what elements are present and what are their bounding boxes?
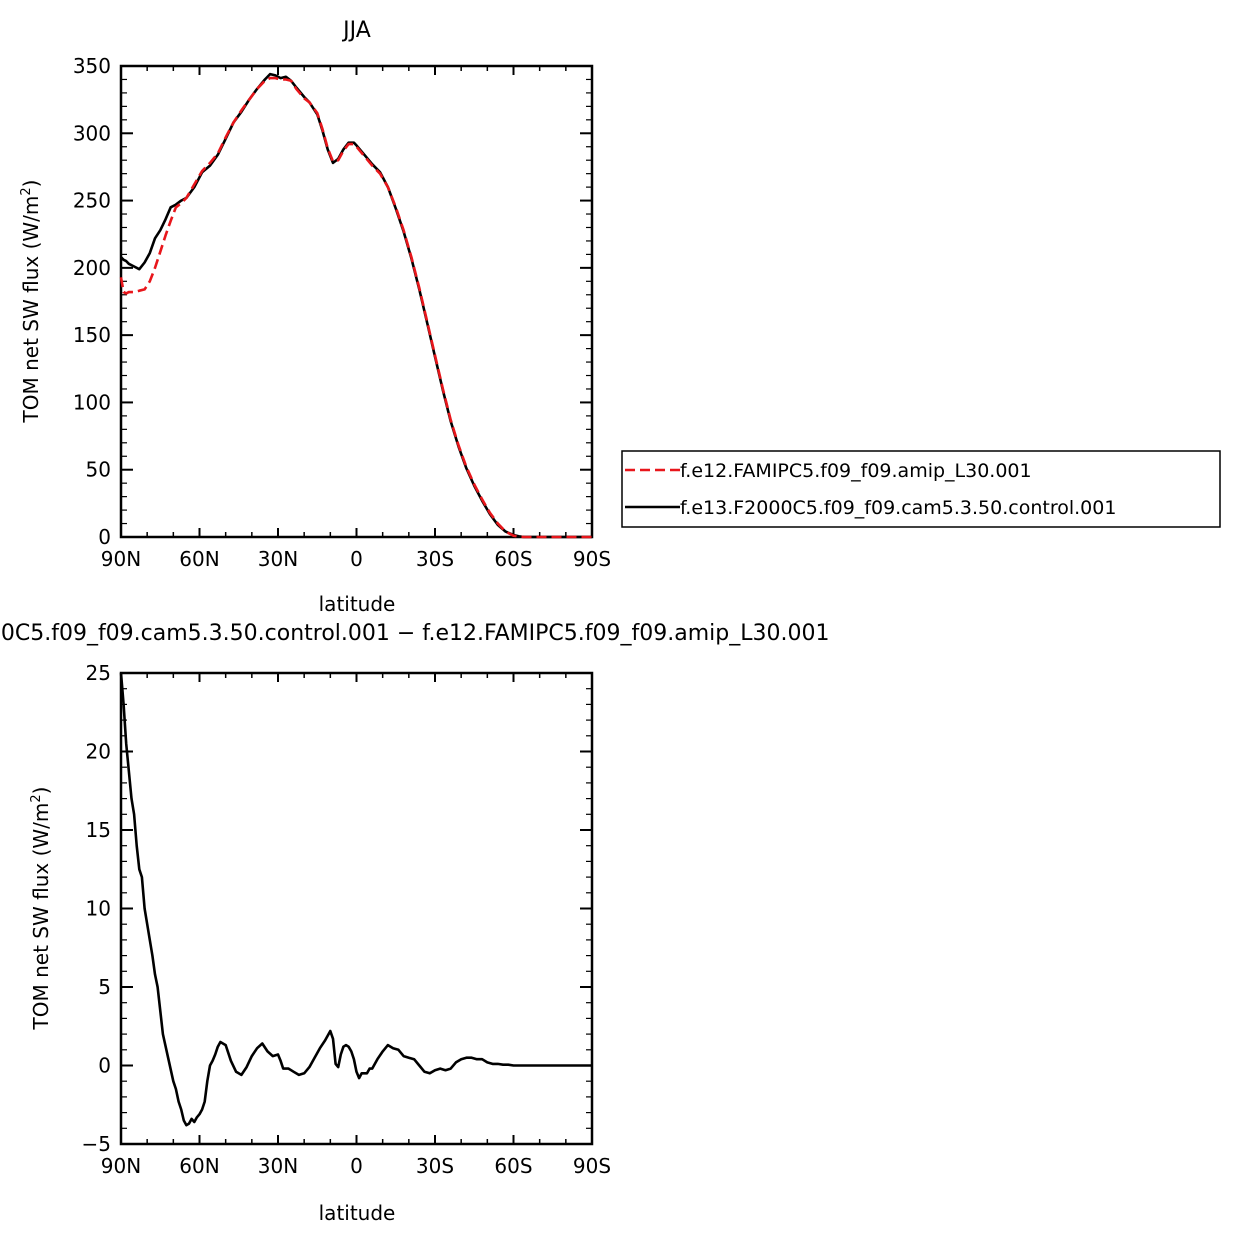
bottom-x-tick-label: 0 <box>350 1154 363 1178</box>
bottom-tick-labels: 90N 60N 30N 0 30S 60S 90S −5 0 5 10 15 20 25 <box>82 661 612 1178</box>
top-x-axis-label: latitude <box>319 592 396 616</box>
bottom-x-tick-label: 30N <box>258 1154 298 1178</box>
bottom-x-tick-label: 30S <box>416 1154 454 1178</box>
bottom-series-group <box>119 672 592 1127</box>
top-y-tick-label: 300 <box>73 121 111 145</box>
legend-box <box>621 450 1221 528</box>
top-panel-title: JJA <box>341 18 371 43</box>
bottom-y-tick-label: 20 <box>86 740 111 764</box>
bottom-x-tick-label: 90N <box>101 1154 141 1178</box>
bottom-panel: f.e13.F2000C5.f09_f09.cam5.3.50.control.… <box>0 621 829 1225</box>
top-ticks <box>120 65 593 538</box>
top-y-tick-label: 250 <box>73 189 111 213</box>
bottom-y-tick-label: 10 <box>86 897 111 921</box>
bottom-y-tick-label: 25 <box>86 661 111 685</box>
bottom-y-tick-label: 15 <box>86 818 111 842</box>
bottom-series-line-0 <box>119 672 592 1127</box>
bottom-y-tick-label: 5 <box>98 975 111 999</box>
top-y-tick-label: 50 <box>86 458 111 482</box>
top-y-tick-label: 200 <box>73 256 111 280</box>
top-y-tick-label: 0 <box>98 525 111 549</box>
bottom-y-axis-label: TOM net SW flux (W/m2) <box>29 787 53 1031</box>
top-x-tick-label: 30N <box>258 547 298 571</box>
legend-label-control: f.e13.F2000C5.f09_f09.cam5.3.50.control.… <box>680 497 1116 519</box>
top-tick-labels: 90N 60N 30N 0 30S 60S 90S 0 50 100 150 200 250 300 350 <box>73 54 611 571</box>
top-x-tick-label: 0 <box>350 547 363 571</box>
bottom-y-tick-label: −5 <box>82 1132 111 1156</box>
bottom-y-tick-label: 0 <box>98 1054 111 1078</box>
top-y-axis-label: TOM net SW flux (W/m2) <box>19 180 43 424</box>
top-series-line-1 <box>120 72 592 539</box>
top-y-tick-label: 350 <box>73 54 111 78</box>
top-y-tick-label: 100 <box>73 390 111 414</box>
top-x-tick-label: 30S <box>416 547 454 571</box>
bottom-x-tick-label: 60S <box>494 1154 532 1178</box>
top-x-tick-label: 90S <box>573 547 611 571</box>
bottom-x-axis-label: latitude <box>319 1201 396 1225</box>
legend-label-amip: f.e12.FAMIPC5.f09_f09.amip_L30.001 <box>680 460 1032 482</box>
top-x-tick-label: 60S <box>494 547 532 571</box>
top-series-group <box>119 72 592 539</box>
top-y-tick-label: 150 <box>73 323 111 347</box>
top-plot-frame <box>119 64 594 539</box>
top-x-tick-label: 60N <box>179 547 219 571</box>
top-series-line-0 <box>119 76 592 539</box>
top-panel: JJA 90N 60N 30N 0 30S 60S 90S 0 50 100 150 200 250 30… <box>19 18 1221 616</box>
legend: f.e12.FAMIPC5.f09_f09.amip_L30.001 f.e13… <box>621 450 1221 528</box>
top-x-tick-label: 90N <box>101 547 141 571</box>
bottom-x-tick-label: 90S <box>573 1154 611 1178</box>
bottom-x-tick-label: 60N <box>179 1154 219 1178</box>
bottom-panel-title: f.e13.F2000C5.f09_f09.cam5.3.50.control.… <box>0 621 829 646</box>
